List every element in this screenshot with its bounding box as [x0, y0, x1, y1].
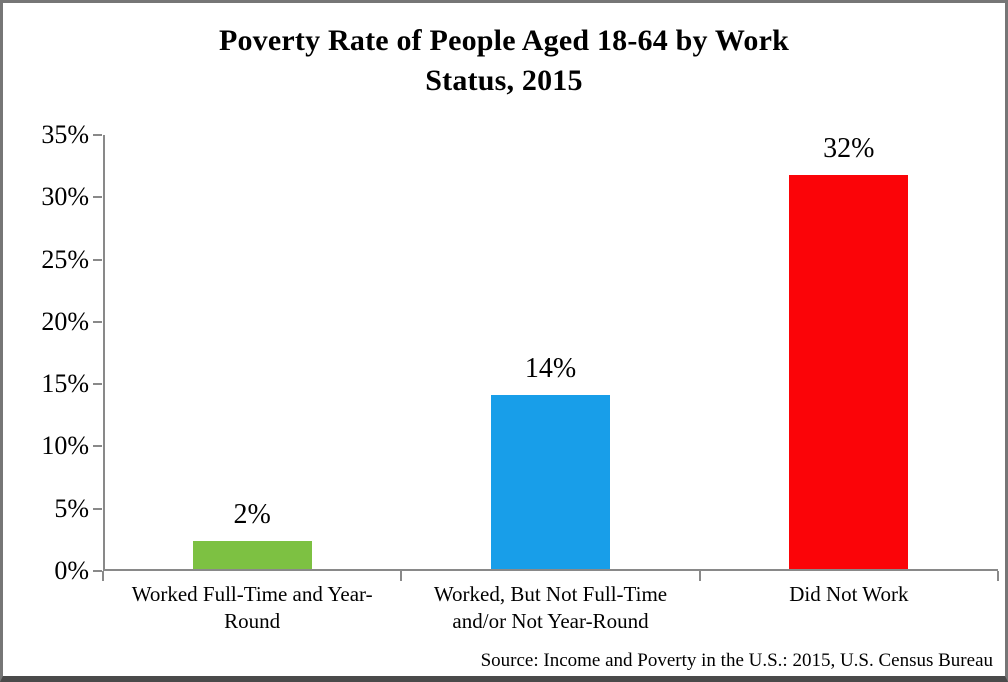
bar-3	[789, 175, 909, 569]
y-tick-mark	[93, 258, 102, 261]
category-label: Worked, But Not Full-Time and/or Not Yea…	[433, 582, 668, 633]
y-tick-label: 30%	[41, 182, 89, 212]
y-tick-label: 20%	[41, 306, 89, 336]
y-tick-label: 25%	[41, 244, 89, 274]
bar-2	[491, 395, 610, 569]
x-tick-mark	[997, 571, 999, 581]
y-tick-label: 15%	[41, 369, 89, 399]
y-tick-mark	[93, 383, 102, 386]
y-tick-label: 35%	[41, 120, 89, 149]
y-tick-mark	[93, 320, 102, 323]
y-tick-label: 5%	[54, 493, 89, 523]
category-label: Did Not Work	[789, 582, 909, 606]
x-tick-mark	[698, 571, 701, 581]
chart-title: Poverty Rate of People Aged 18-64 by Wor…	[3, 21, 1005, 101]
category-label: Worked Full-Time and Year-Round	[131, 582, 373, 633]
bar-value-label: 14%	[524, 353, 577, 384]
y-tick-mark	[93, 134, 102, 136]
y-tick-label: 0%	[54, 556, 89, 585]
y-tick-label: 10%	[41, 431, 89, 461]
y-tick-mark	[93, 570, 102, 572]
y-tick-mark	[93, 445, 102, 448]
y-tick-mark	[93, 507, 102, 510]
bar-1	[192, 541, 312, 569]
chart-title-line-2: Status, 2015	[425, 64, 583, 97]
x-tick-mark	[400, 571, 403, 581]
source-note: Source: Income and Poverty in the U.S.: …	[480, 650, 993, 671]
x-tick-mark	[102, 571, 104, 581]
chart-title-line-1: Poverty Rate of People Aged 18-64 by Wor…	[218, 24, 790, 57]
bar-value-label: 32%	[823, 133, 875, 164]
y-tick-mark	[93, 196, 102, 199]
bar-value-label: 2%	[233, 499, 271, 530]
